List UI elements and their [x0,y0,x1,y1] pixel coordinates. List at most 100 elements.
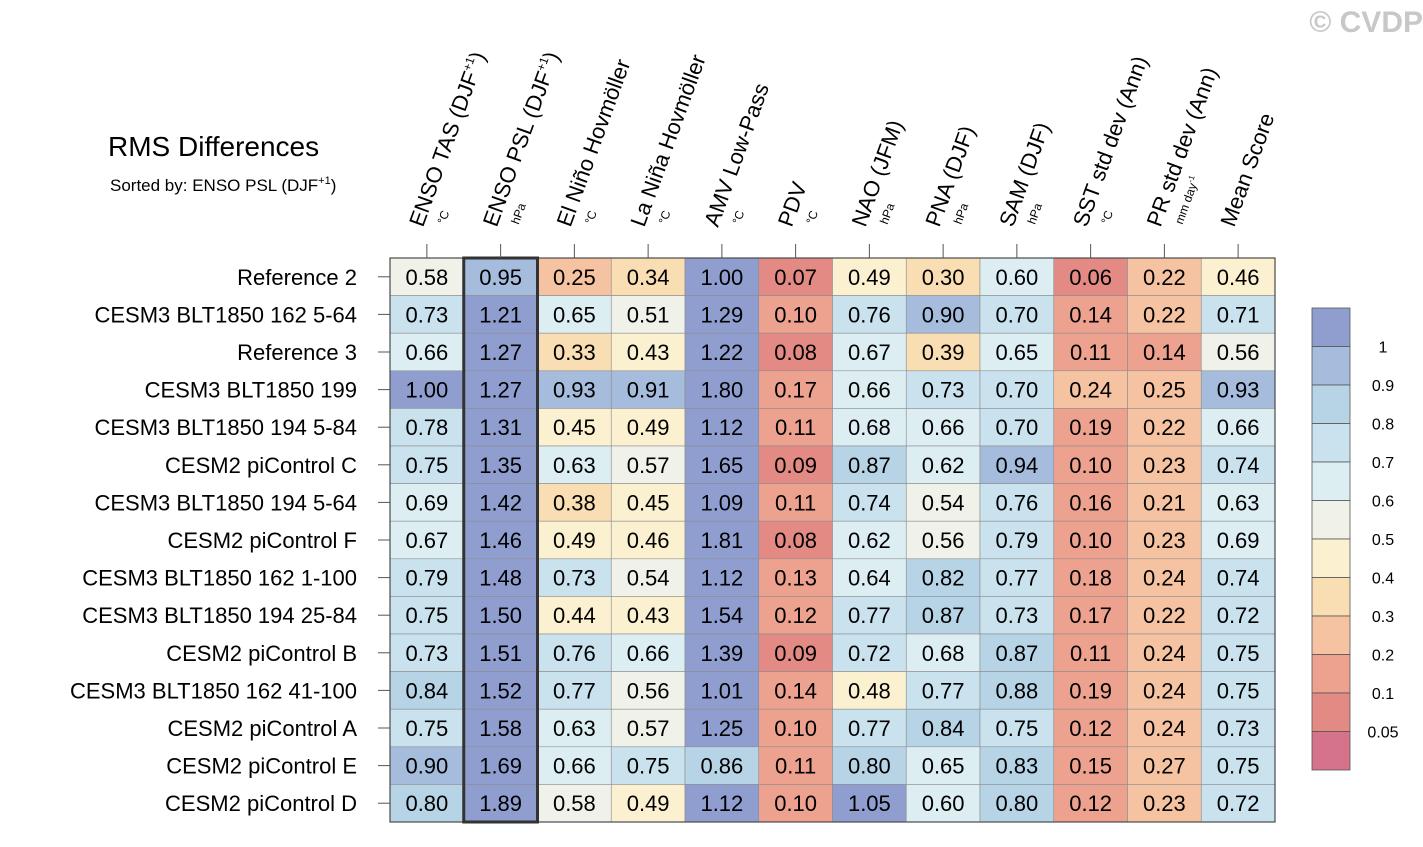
heatmap-cell [979,558,1055,597]
colorbar-swatch [1311,307,1351,347]
cell-value-label: 0.71 [1217,302,1260,327]
cell-value-label: 1.51 [479,641,522,666]
cell-value-label: 0.73 [405,641,448,666]
heatmap-cell [1127,784,1202,823]
cell-value-label: 0.51 [627,302,670,327]
cell-value-label: 0.22 [1143,415,1186,440]
heatmap-cell [1053,671,1128,710]
cell-value-label: 0.57 [627,716,670,741]
heatmap-cell [758,633,833,672]
chart-subtitle: Sorted by: ENSO PSL (DJF+1) [110,175,336,195]
cell-value-label: 1.05 [848,791,891,816]
cell-value-label: 0.66 [553,754,596,779]
cell-value-label: 1.12 [700,415,743,440]
cell-value-label: 1.00 [700,265,743,290]
column-label: La Niña Hovmöller [625,51,710,230]
heatmap-cell [832,746,907,785]
cell-value-label: 0.25 [1143,378,1186,403]
heatmap-cell [463,520,538,560]
cell-value-label: 0.56 [1217,340,1260,365]
cell-value-label: 0.76 [848,302,891,327]
cell-value-label: 0.46 [1217,265,1260,290]
cell-value-label: 0.67 [405,528,448,553]
heatmap-cell [832,520,907,560]
heatmap-cell [1053,708,1128,748]
heatmap-cell [1200,445,1276,484]
cell-value-label: 0.10 [774,716,817,741]
colorbar-tick-label: 0.2 [1372,648,1394,665]
column-unit: °C [1098,208,1116,226]
colorbar-swatch [1311,346,1351,386]
colorbar-tick-label: 0.05 [1367,725,1398,742]
heatmap-cell [758,408,833,447]
heatmap-cell [463,671,538,710]
cell-value-label: 0.65 [995,340,1038,365]
row-label: CESM3 BLT1850 194 25-84 [82,603,357,628]
cell-value-label: 1.27 [479,378,522,403]
cell-value-label: 0.10 [774,791,817,816]
heatmap-cell [463,257,538,296]
heatmap-cell [463,558,538,597]
heatmap-cell [389,257,465,296]
cell-value-label: 0.62 [922,453,965,478]
heatmap-cell [389,370,465,409]
heatmap-cell [610,445,686,484]
cell-value-label: 0.73 [922,378,965,403]
heatmap-cell [1053,257,1128,296]
cell-value-label: 1.35 [479,453,522,478]
cell-value-label: 0.38 [553,490,596,515]
cell-value-label: 0.14 [1143,340,1186,365]
cell-value-label: 0.58 [405,265,448,290]
heatmap-cell [979,295,1055,334]
cell-value-label: 0.66 [848,378,891,403]
cell-value-label: 0.44 [553,603,596,628]
cell-value-label: 0.94 [995,453,1038,478]
heatmap-cell [1053,746,1128,785]
cell-value-label: 0.13 [774,566,817,591]
column-unit: hPa [508,201,529,226]
cell-value-label: 1.65 [700,453,743,478]
cell-value-label: 0.24 [1143,716,1186,741]
heatmap-cell [1053,370,1128,409]
row-label: CESM2 piControl D [165,791,357,816]
heatmap-cell [1053,520,1128,560]
heatmap-cell [684,520,760,560]
cell-value-label: 0.45 [627,490,670,515]
cell-value-label: 0.70 [995,415,1038,440]
row-label: CESM3 BLT1850 162 5-64 [94,302,357,327]
row-label: CESM2 piControl C [165,453,357,478]
colorbar-swatch [1311,615,1351,655]
cell-value-label: 1.80 [700,378,743,403]
cell-value-label: 0.90 [922,302,965,327]
heatmap-cell [832,558,907,597]
cell-value-label: 0.09 [774,641,817,666]
heatmap-cell [537,332,612,372]
cell-value-label: 0.11 [775,754,816,779]
cell-value-label: 0.76 [553,641,596,666]
row-label: CESM3 BLT1850 162 41-100 [70,678,357,703]
cell-value-label: 0.93 [553,378,596,403]
cell-value-label: 0.65 [922,754,965,779]
cell-value-label: 1.09 [700,490,743,515]
cell-value-label: 0.19 [1069,678,1112,703]
cell-value-label: 0.77 [553,678,596,703]
heatmap-cell [1053,295,1128,334]
cell-value-label: 0.87 [922,603,965,628]
cell-value-label: 0.30 [922,265,965,290]
column-unit: °C [656,208,674,226]
cell-value-label: 1.00 [405,378,448,403]
chart-title: RMS Differences [108,131,319,162]
heatmap-cell [832,633,907,672]
heatmap-cell [1053,596,1128,635]
cell-value-label: 0.09 [774,453,817,478]
heatmap-cell [389,445,465,484]
heatmap-cell [979,408,1055,447]
cell-value-label: 1.12 [700,791,743,816]
heatmap-cell [463,370,538,409]
heatmap-cell [1200,257,1276,296]
row-label: CESM3 BLT1850 162 1-100 [82,566,357,591]
row-label: CESM2 piControl A [167,716,357,741]
cell-value-label: 0.83 [995,754,1038,779]
cell-value-label: 0.56 [922,528,965,553]
heatmap-cell [905,596,981,635]
